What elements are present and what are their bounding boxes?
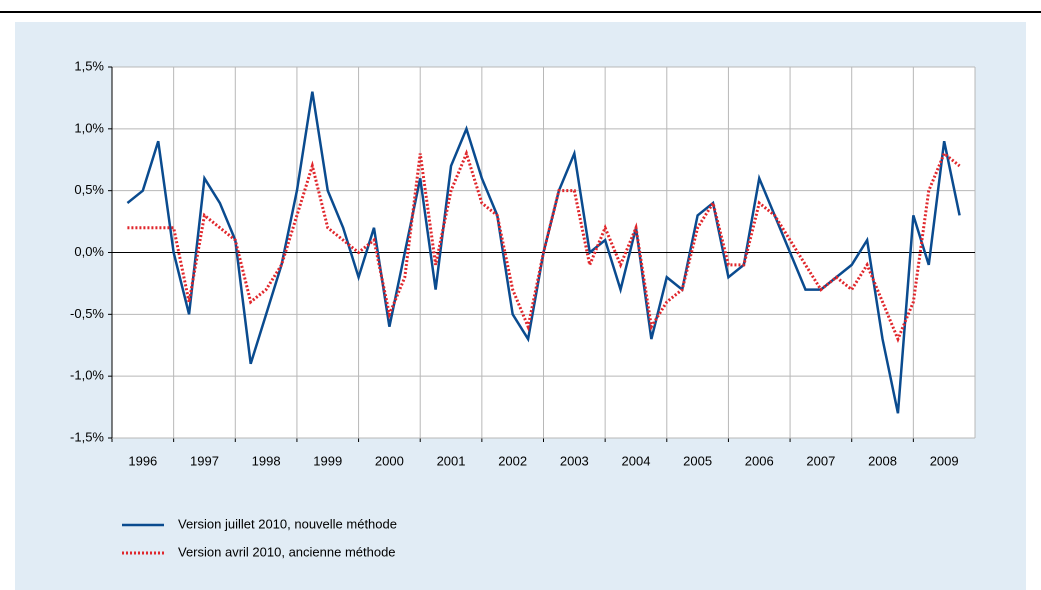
legend-label: Version juillet 2010, nouvelle méthode bbox=[178, 516, 397, 531]
y-tick-label: -1,0% bbox=[70, 368, 104, 383]
x-tick-label: 2005 bbox=[683, 453, 712, 468]
x-tick-label: 2009 bbox=[930, 453, 959, 468]
y-tick-label: 1,5% bbox=[74, 58, 104, 73]
series-line bbox=[127, 149, 961, 343]
x-tick-label: 2004 bbox=[622, 453, 651, 468]
x-tick-label: 1998 bbox=[252, 453, 281, 468]
x-tick-label: 1996 bbox=[128, 453, 157, 468]
legend-label: Version avril 2010, ancienne méthode bbox=[178, 544, 396, 559]
x-tick-label: 2001 bbox=[437, 453, 466, 468]
x-tick-label: 1999 bbox=[313, 453, 342, 468]
y-tick-label: 1,0% bbox=[74, 120, 104, 135]
x-tick-label: 2000 bbox=[375, 453, 404, 468]
x-tick-label: 2003 bbox=[560, 453, 589, 468]
x-tick-label: 2007 bbox=[806, 453, 835, 468]
y-tick-label: 0,5% bbox=[74, 182, 104, 197]
y-tick-label: -1,5% bbox=[70, 429, 104, 444]
y-tick-label: 0,0% bbox=[74, 244, 104, 259]
y-tick-label: -0,5% bbox=[70, 306, 104, 321]
x-tick-label: 1997 bbox=[190, 453, 219, 468]
x-tick-label: 2006 bbox=[745, 453, 774, 468]
x-tick-label: 2002 bbox=[498, 453, 527, 468]
x-tick-label: 2008 bbox=[868, 453, 897, 468]
